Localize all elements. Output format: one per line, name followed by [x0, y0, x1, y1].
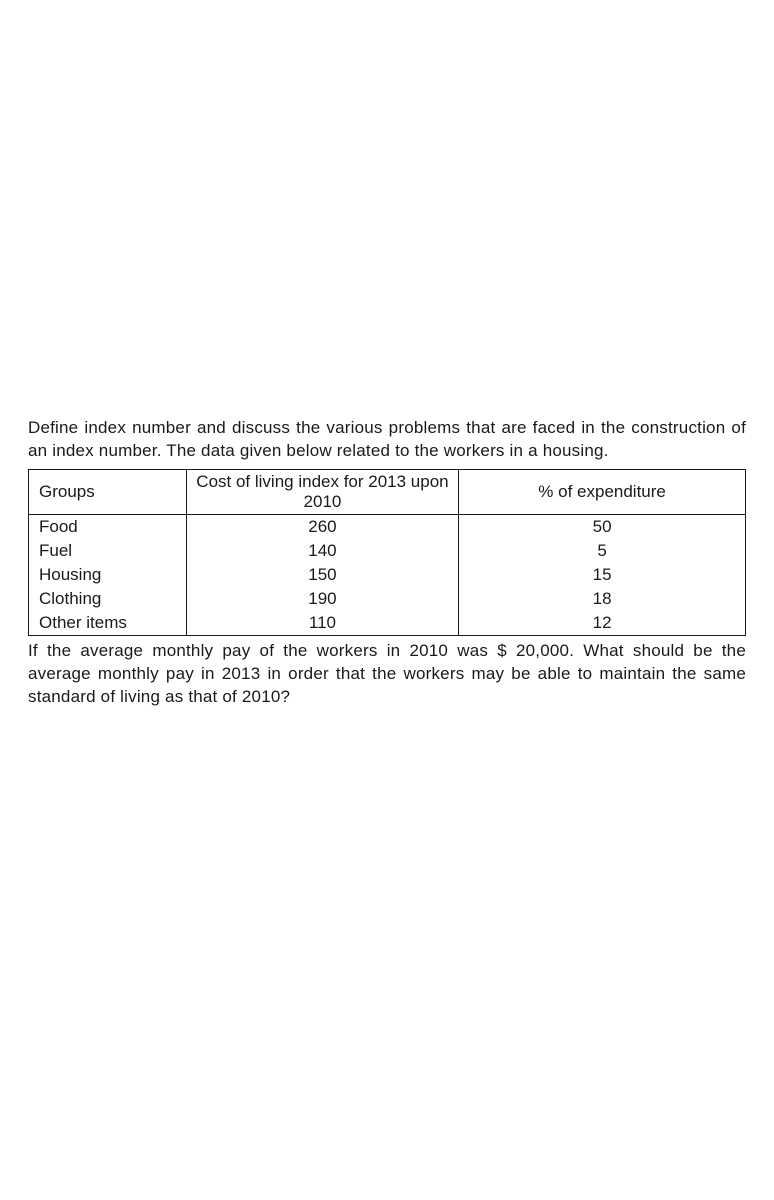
- document-page: Define index number and discuss the vari…: [0, 0, 774, 709]
- table-row: Clothing 190 18: [29, 587, 746, 611]
- cell-index: 140: [186, 539, 458, 563]
- table-header-row: Groups Cost of living index for 2013 upo…: [29, 469, 746, 514]
- col-header-pct: % of expenditure: [459, 469, 746, 514]
- cell-index: 190: [186, 587, 458, 611]
- cell-pct: 15: [459, 563, 746, 587]
- cell-group: Other items: [29, 611, 187, 636]
- table-row: Fuel 140 5: [29, 539, 746, 563]
- cell-group: Food: [29, 514, 187, 539]
- intro-paragraph: Define index number and discuss the vari…: [28, 417, 746, 463]
- table-row: Other items 110 12: [29, 611, 746, 636]
- cell-pct: 18: [459, 587, 746, 611]
- table-row: Housing 150 15: [29, 563, 746, 587]
- cell-index: 260: [186, 514, 458, 539]
- outro-paragraph: If the average monthly pay of the worker…: [28, 640, 746, 709]
- cell-group: Housing: [29, 563, 187, 587]
- cell-index: 110: [186, 611, 458, 636]
- table-row: Food 260 50: [29, 514, 746, 539]
- col-header-index: Cost of living index for 2013 upon 2010: [186, 469, 458, 514]
- cell-pct: 5: [459, 539, 746, 563]
- cell-pct: 12: [459, 611, 746, 636]
- col-header-groups: Groups: [29, 469, 187, 514]
- cell-group: Clothing: [29, 587, 187, 611]
- data-table: Groups Cost of living index for 2013 upo…: [28, 469, 746, 636]
- cell-pct: 50: [459, 514, 746, 539]
- cell-index: 150: [186, 563, 458, 587]
- cell-group: Fuel: [29, 539, 187, 563]
